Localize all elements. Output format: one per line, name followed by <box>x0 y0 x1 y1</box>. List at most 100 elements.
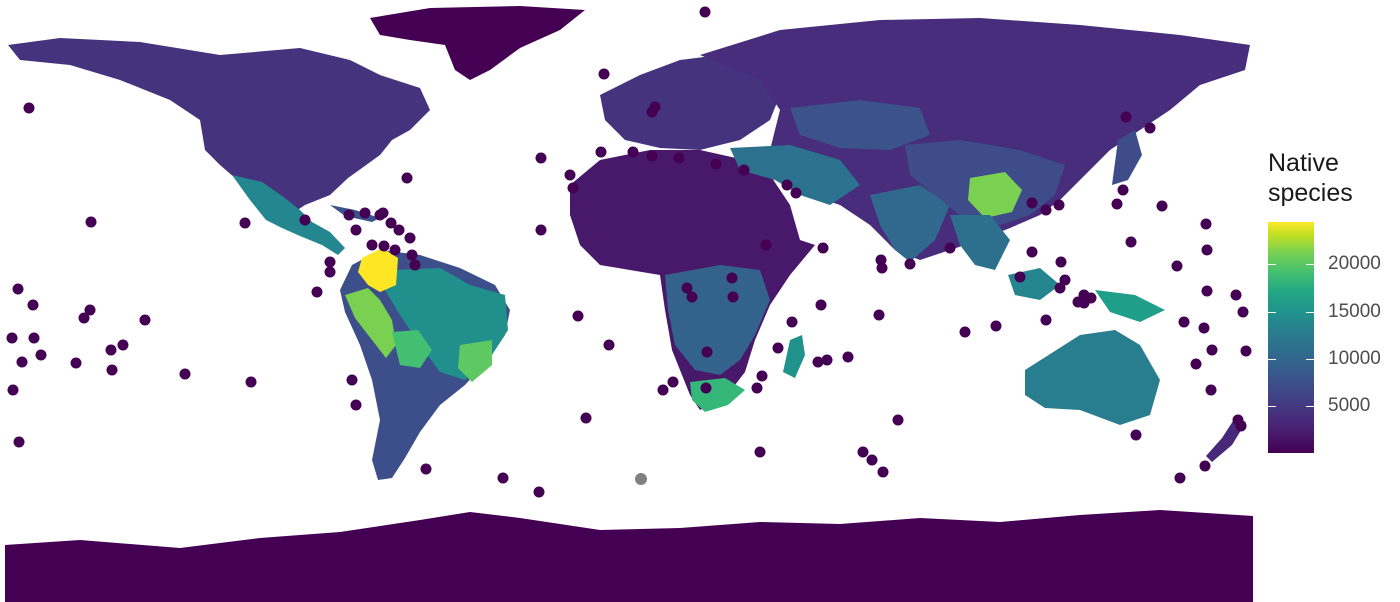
legend-tick-label: 20000 <box>1328 253 1381 275</box>
island-point <box>817 242 829 254</box>
island-point <box>580 412 592 424</box>
caribbean-region <box>330 205 380 222</box>
india-region <box>870 185 950 262</box>
greenland-region <box>370 6 585 80</box>
island-point <box>13 436 25 448</box>
island-point <box>564 169 576 181</box>
island-point <box>710 158 722 170</box>
island-point <box>16 356 28 368</box>
island-point <box>7 384 19 396</box>
island-point <box>245 376 257 388</box>
island-point <box>1156 200 1168 212</box>
island-point <box>673 152 685 164</box>
legend-tick-mark <box>1268 311 1276 313</box>
island-point <box>726 272 738 284</box>
island-point <box>78 312 90 324</box>
island-point <box>595 146 607 158</box>
island-point <box>1085 292 1097 304</box>
island-point <box>106 364 118 376</box>
island-point <box>497 472 509 484</box>
island-point <box>1200 218 1212 230</box>
island-point <box>1205 384 1217 396</box>
island-point <box>1111 198 1123 210</box>
north-america-region <box>8 38 430 215</box>
island-point <box>646 106 658 118</box>
peru-ecuador-region <box>345 288 396 358</box>
island-point <box>873 309 885 321</box>
legend-title-line1: Native <box>1268 149 1339 177</box>
island-point <box>85 216 97 228</box>
legend-title: Native species <box>1268 148 1353 208</box>
island-point <box>1201 285 1213 297</box>
island-point <box>877 466 889 478</box>
legend-tick-mark <box>1306 311 1314 313</box>
island-point <box>1240 345 1252 357</box>
island-point <box>700 382 712 394</box>
island-point <box>1040 314 1052 326</box>
legend-tick-mark <box>1268 264 1276 266</box>
island-point <box>842 351 854 363</box>
island-point <box>1199 460 1211 472</box>
island-point <box>1174 472 1186 484</box>
south-china-region <box>968 172 1022 218</box>
island-point <box>1198 322 1210 334</box>
island-point <box>1120 111 1132 123</box>
island-point <box>1190 358 1202 370</box>
island-point <box>35 349 47 361</box>
island-point <box>681 282 693 294</box>
missing-data-point <box>635 473 647 485</box>
island-point <box>756 370 768 382</box>
island-point <box>760 239 772 251</box>
island-point <box>892 414 904 426</box>
island-point <box>1171 260 1183 272</box>
island-point <box>1026 197 1038 209</box>
island-point <box>406 249 418 261</box>
legend-title-line2: species <box>1268 179 1353 207</box>
bolivia-region <box>392 330 432 368</box>
island-point <box>350 224 362 236</box>
island-point <box>28 332 40 344</box>
island-point <box>389 244 401 256</box>
antarctica-region <box>5 510 1253 602</box>
island-point <box>6 332 18 344</box>
island-point <box>535 152 547 164</box>
island-point <box>738 164 750 176</box>
island-point <box>751 382 763 394</box>
island-point <box>686 291 698 303</box>
maritime-asia-region <box>1008 268 1060 300</box>
island-point <box>1206 344 1218 356</box>
island-point <box>1014 271 1026 283</box>
island-point <box>572 310 584 322</box>
island-point <box>1059 274 1071 286</box>
legend-color-bar <box>1268 222 1314 453</box>
island-point <box>1178 316 1190 328</box>
island-point <box>117 339 129 351</box>
legend-tick-label: 10000 <box>1328 347 1381 369</box>
island-point <box>857 446 869 458</box>
island-point <box>324 256 336 268</box>
legend-tick-mark <box>1268 405 1276 407</box>
new-guinea-region <box>1095 290 1165 322</box>
island-point <box>1054 282 1066 294</box>
new-zealand-region <box>1206 418 1246 462</box>
legend-tick-mark <box>1306 264 1314 266</box>
island-point <box>567 182 579 194</box>
legend-tick-mark <box>1306 405 1314 407</box>
island-point <box>359 207 371 219</box>
australia-region <box>1025 330 1160 425</box>
island-point <box>366 239 378 251</box>
island-point <box>23 102 35 114</box>
island-point <box>350 399 362 411</box>
legend-tick-label: 5000 <box>1328 394 1371 416</box>
island-point <box>404 232 416 244</box>
middle-east-region <box>730 145 860 205</box>
island-point <box>598 68 610 80</box>
island-point <box>1130 429 1142 441</box>
island-point <box>959 326 971 338</box>
island-point <box>876 262 888 274</box>
legend-tick-label: 15000 <box>1328 300 1381 322</box>
island-point <box>239 217 251 229</box>
island-point <box>646 150 658 162</box>
island-point <box>727 291 739 303</box>
